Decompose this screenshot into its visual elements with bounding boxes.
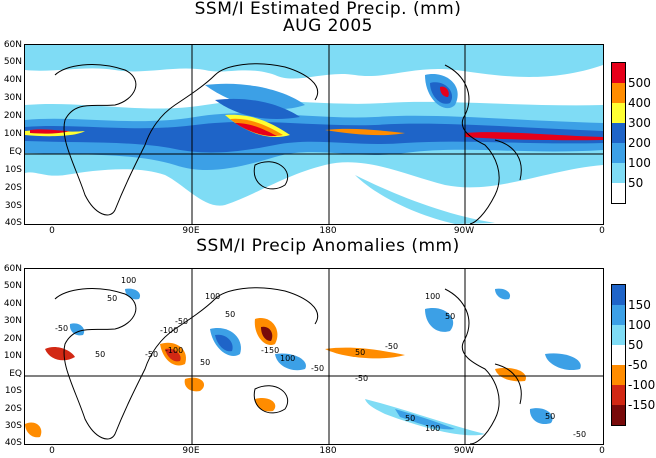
bottom-anomaly-map: 100 50 -50 100 -50 -100 50 -50 50 -100 5…	[24, 268, 604, 445]
contour-label: -100	[165, 346, 183, 355]
top-colorbar-swatch	[612, 163, 625, 183]
top-lat-label: 10S	[4, 165, 22, 175]
bottom-colorbar-label: -50	[628, 358, 648, 372]
top-lon-label: 90W	[453, 226, 475, 236]
top-precip-field	[25, 45, 603, 224]
top-colorbar-swatch	[612, 103, 625, 123]
contour-label: 50	[225, 310, 235, 319]
top-lon-label: 0	[49, 226, 55, 236]
contour-labels: 100 50 -50 100 -50 -100 50 -50 50 -100 5…	[55, 276, 586, 439]
top-colorbar-swatch	[612, 63, 625, 83]
bottom-colorbar-label: 50	[628, 338, 644, 352]
bottom-lon-label: 180	[319, 446, 337, 456]
bottom-colorbar-swatch	[612, 325, 625, 345]
contour-label: 50	[107, 294, 117, 303]
bottom-colorbar	[611, 284, 626, 426]
bottom-lat-label: EQ	[9, 369, 22, 379]
top-colorbar-swatch	[612, 123, 625, 143]
top-colorbar-label: 300	[628, 116, 651, 130]
top-colorbar-label: 500	[628, 76, 651, 90]
top-grid	[25, 45, 603, 224]
contour-label: 100	[121, 276, 136, 285]
contour-label: 50	[200, 358, 210, 367]
bottom-lat-label: 20N	[3, 334, 22, 344]
bottom-anomaly-field	[25, 288, 581, 438]
contour-label: -50	[573, 430, 586, 439]
top-colorbar	[611, 62, 626, 204]
bottom-colorbar-label: 150	[628, 298, 651, 312]
bottom-colorbar-label: -150	[628, 398, 656, 412]
bottom-colorbar-swatch	[612, 405, 625, 425]
contour-label: 50	[545, 412, 555, 421]
bottom-colorbar-swatch	[612, 365, 625, 385]
contour-label: 50	[405, 414, 415, 423]
top-precip-map	[24, 44, 604, 225]
bottom-map-svg: 100 50 -50 100 -50 -100 50 -50 50 -100 5…	[25, 269, 603, 444]
bottom-lat-label: 30N	[3, 316, 22, 326]
bottom-colorbar-swatch	[612, 305, 625, 325]
bottom-lat-label: 40N	[3, 299, 22, 309]
bottom-lat-label: 10N	[3, 351, 22, 361]
top-lat-label: 50N	[3, 57, 22, 67]
bottom-colorbar-swatch	[612, 385, 625, 405]
top-lon-label: 0	[599, 226, 605, 236]
top-lat-label: 60N	[3, 40, 22, 50]
top-subtitle: AUG 2005	[283, 16, 373, 36]
contour-label: -50	[145, 350, 158, 359]
bottom-lat-label: 40S	[4, 438, 22, 448]
bottom-lon-label: 90E	[182, 446, 200, 456]
top-lat-label: 30N	[3, 93, 22, 103]
contour-label: -100	[160, 326, 178, 335]
top-lon-label: 180	[319, 226, 337, 236]
contour-label: 100	[425, 292, 440, 301]
contour-label: 100	[205, 292, 220, 301]
bottom-lon-label: 0	[49, 446, 55, 456]
bottom-coastlines	[54, 287, 522, 444]
bottom-colorbar-swatch	[612, 345, 625, 365]
contour-label: -50	[311, 364, 324, 373]
contour-label: 100	[280, 354, 295, 363]
top-colorbar-label: 50	[628, 176, 644, 190]
bottom-lon-label: 90W	[453, 446, 475, 456]
contour-label: 50	[445, 312, 455, 321]
top-title: SSM/I Estimated Precip. (mm)	[194, 0, 462, 19]
contour-label: 50	[95, 350, 105, 359]
bottom-grid	[25, 269, 603, 444]
top-lat-label: 20N	[3, 111, 22, 121]
top-lat-label: 30S	[4, 201, 22, 211]
bottom-lat-label: 60N	[3, 264, 22, 274]
bottom-title: SSM/I Precip Anomalies (mm)	[196, 236, 460, 256]
top-coastlines	[54, 63, 522, 224]
top-lat-label: 40N	[3, 75, 22, 85]
top-colorbar-swatch	[612, 183, 625, 203]
bottom-lat-label: 50N	[3, 281, 22, 291]
contour-label: 100	[425, 424, 440, 433]
top-colorbar-label: 200	[628, 136, 651, 150]
top-lat-label: 40S	[4, 218, 22, 228]
top-lat-label: 10N	[3, 129, 22, 139]
top-colorbar-label: 100	[628, 156, 651, 170]
bottom-lat-label: 20S	[4, 404, 22, 414]
contour-label: -50	[385, 342, 398, 351]
top-lon-label: 90E	[182, 226, 200, 236]
bottom-colorbar-swatch	[612, 285, 625, 305]
top-colorbar-swatch	[612, 143, 625, 163]
top-lat-label: 20S	[4, 183, 22, 193]
top-colorbar-label: 400	[628, 96, 651, 110]
bottom-colorbar-label: -100	[628, 378, 656, 392]
bottom-lat-label: 10S	[4, 386, 22, 396]
top-colorbar-swatch	[612, 83, 625, 103]
bottom-colorbar-label: 100	[628, 318, 651, 332]
contour-label: -50	[175, 317, 188, 326]
contour-label: -150	[261, 346, 279, 355]
contour-label: -50	[355, 374, 368, 383]
top-lat-label: EQ	[9, 147, 22, 157]
contour-label: -50	[55, 324, 68, 333]
bottom-lat-label: 30S	[4, 421, 22, 431]
bottom-lon-label: 0	[599, 446, 605, 456]
contour-label: 50	[355, 348, 365, 357]
top-map-svg	[25, 45, 603, 224]
